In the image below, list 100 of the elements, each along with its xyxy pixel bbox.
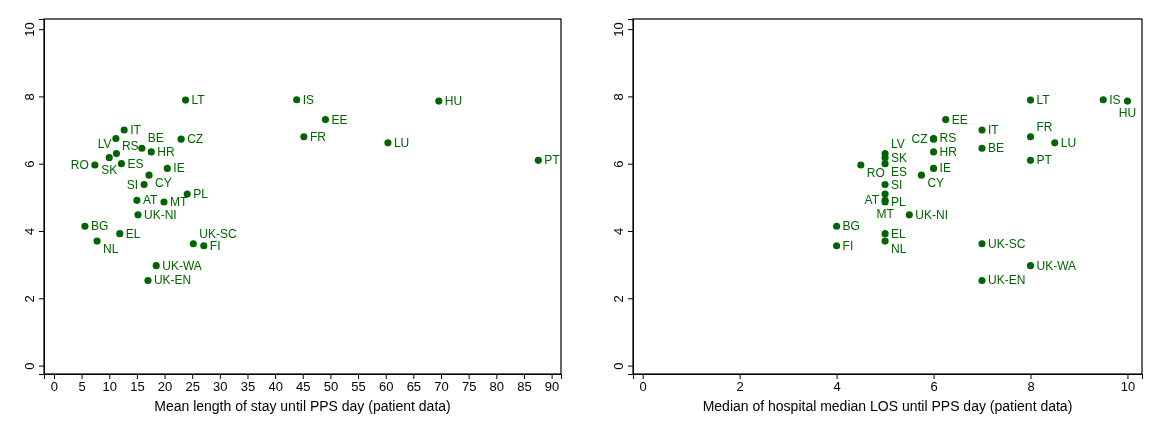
point	[1026, 133, 1035, 141]
point	[1026, 262, 1035, 270]
annotation: UK-WA	[1036, 258, 1077, 273]
point	[384, 139, 392, 147]
annotation: SI	[891, 177, 903, 192]
annotation: UK-EN	[153, 273, 192, 288]
annotation: AT	[864, 193, 880, 208]
x-tick-label: 15	[130, 379, 145, 395]
point	[321, 116, 330, 124]
annotation: PT	[544, 153, 561, 168]
x-tick-label: 10	[102, 379, 117, 395]
x-tick-label: 5	[78, 379, 86, 395]
point	[91, 161, 99, 169]
x-tick-label: 85	[517, 379, 532, 395]
annotation: LT	[191, 93, 206, 108]
y-tick-label: 8	[611, 93, 626, 101]
annotation: NL	[891, 242, 907, 257]
y-tick-label: 10	[22, 22, 37, 37]
annotation: EE	[951, 112, 968, 127]
y-tick-label: 0	[22, 362, 37, 370]
x-tick-label: 20	[157, 379, 173, 395]
point	[133, 196, 141, 204]
x-axis-title: Mean length of stay until PPS day (patient data)	[154, 398, 451, 414]
point	[181, 96, 190, 104]
annotation: LV	[891, 136, 905, 151]
y-tick-label: 10	[611, 22, 626, 37]
x-tick-label: 75	[461, 379, 477, 395]
point	[177, 135, 185, 143]
x-tick-label: 70	[434, 379, 449, 395]
y-tick-label: 2	[611, 295, 626, 303]
point	[881, 230, 889, 238]
y-tick-label: 4	[22, 227, 37, 236]
x-tick-label: 80	[489, 379, 505, 395]
annotation: UK-SC	[199, 226, 237, 241]
x-tick-label: 2	[736, 379, 744, 395]
annotation: UK-SC	[988, 236, 1026, 251]
annotation: HR	[157, 144, 175, 159]
annotation: RS	[121, 139, 139, 154]
point	[183, 190, 191, 198]
point	[929, 164, 938, 172]
x-tick-label: 25	[185, 379, 200, 395]
annotation: MT	[169, 195, 188, 210]
point	[300, 133, 308, 141]
point	[978, 126, 986, 134]
annotation: PL	[891, 194, 907, 209]
point	[145, 171, 153, 179]
annotation: LU	[1060, 135, 1077, 150]
point	[881, 190, 889, 198]
point	[120, 126, 128, 134]
x-tick-label: 60	[378, 379, 394, 395]
annotation: HU	[444, 94, 463, 109]
point	[881, 160, 889, 168]
annotation: LU	[393, 135, 410, 150]
point	[140, 180, 148, 189]
y-tick-label: 8	[22, 93, 37, 101]
point	[1099, 96, 1107, 104]
x-tick-label: 8	[1027, 379, 1035, 395]
point	[134, 211, 142, 219]
point	[81, 222, 89, 230]
annotation: FR	[1036, 119, 1053, 134]
annotation: IT	[988, 123, 1000, 138]
point	[112, 150, 120, 158]
x-tick-label: 90	[544, 379, 560, 395]
point	[978, 144, 986, 152]
x-axis-title: Median of hospital median LOS until PPS day (patient data)	[702, 398, 1073, 414]
annotation: UK-WA	[162, 258, 202, 273]
annotation: IS	[1109, 92, 1121, 107]
annotation: IE	[173, 161, 185, 176]
point	[105, 154, 113, 162]
point	[881, 237, 889, 245]
point	[112, 134, 120, 143]
point	[116, 230, 124, 238]
annotation: NL	[103, 242, 119, 257]
annotation: SI	[126, 177, 139, 192]
annotation: LV	[97, 136, 112, 151]
point	[147, 148, 155, 156]
annotation: FI	[842, 238, 854, 253]
point	[117, 160, 125, 168]
annotation: BG	[842, 219, 860, 234]
point	[138, 144, 146, 152]
annotation: SK	[101, 162, 118, 177]
point	[833, 222, 841, 230]
annotation: PL	[193, 186, 209, 201]
annotation: UK-NI	[144, 207, 177, 222]
annotation: PT	[1036, 153, 1053, 168]
annotation: BG	[90, 219, 109, 234]
annotation: RO	[70, 158, 89, 173]
x-tick-label: 55	[351, 379, 366, 395]
annotation: ES	[891, 164, 908, 179]
annotation: IE	[939, 161, 951, 176]
point	[144, 276, 152, 285]
annotation: HR	[939, 144, 958, 159]
annotation: BE	[147, 131, 164, 146]
point	[978, 276, 986, 285]
annotation: EE	[331, 112, 348, 127]
point	[293, 96, 301, 104]
point	[534, 156, 542, 164]
point	[1026, 96, 1035, 104]
annotation: FR	[309, 129, 327, 144]
point	[978, 240, 986, 248]
